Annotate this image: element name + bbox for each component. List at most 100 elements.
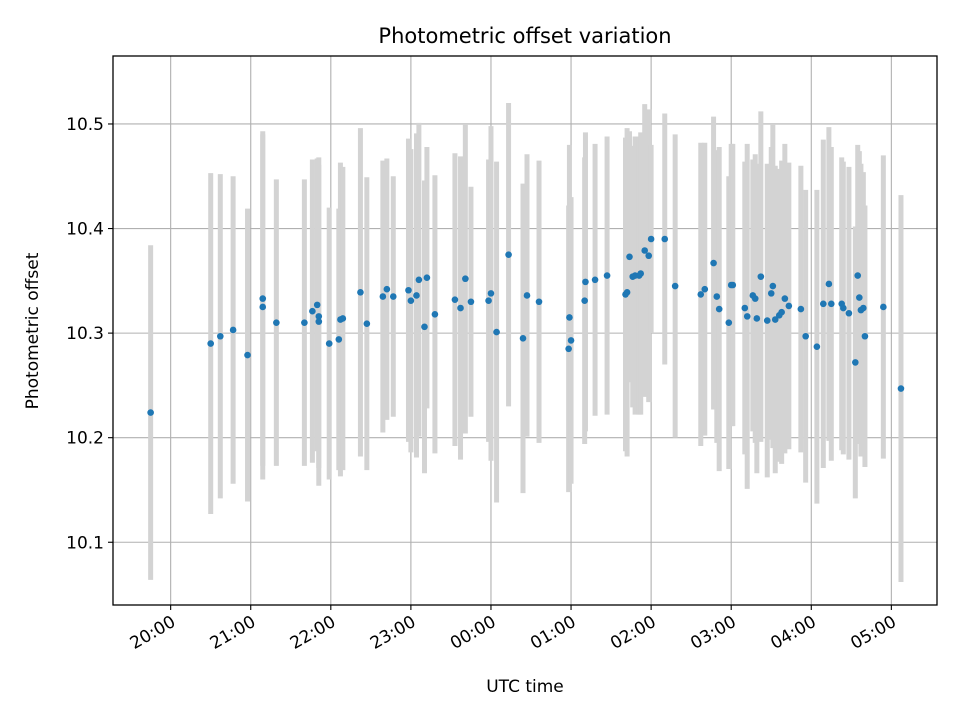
data-point [389, 293, 397, 300]
data-point [485, 297, 492, 304]
data-point [421, 323, 428, 331]
data-point [207, 340, 214, 347]
data-point [523, 292, 531, 299]
data-point [827, 300, 835, 308]
y-tick-label: 10.1 [66, 533, 104, 553]
y-tick-label: 10.5 [66, 115, 104, 135]
data-point [383, 285, 391, 293]
data-point [229, 326, 237, 334]
plot-frame [112, 55, 938, 606]
data-point [819, 300, 827, 308]
data-point [273, 319, 280, 326]
data-point [861, 332, 869, 340]
data-point [785, 302, 793, 310]
data-point [591, 276, 599, 284]
data-point [778, 308, 785, 316]
data-point [725, 319, 733, 326]
data-point [259, 303, 267, 311]
data-point [671, 282, 679, 290]
data-point [451, 296, 459, 303]
data-point [423, 274, 431, 281]
data-point [845, 309, 853, 317]
data-point [860, 304, 867, 312]
data-point [769, 282, 777, 290]
data-point [407, 297, 415, 304]
data-point [413, 292, 420, 299]
data-point [753, 315, 761, 322]
data-point [567, 337, 575, 344]
y-tick-label: 10.3 [66, 324, 104, 344]
data-point [813, 343, 821, 351]
data-point [467, 298, 475, 306]
data-point [462, 275, 469, 283]
data-point [854, 272, 862, 279]
data-point [487, 290, 495, 297]
data-point [710, 259, 717, 267]
data-point [379, 293, 387, 300]
data-point [880, 303, 887, 311]
data-point [505, 251, 512, 258]
data-point [852, 359, 859, 366]
data-point [313, 301, 321, 309]
data-point [797, 305, 805, 313]
data-point [897, 385, 905, 392]
data-point [493, 328, 500, 336]
data-point [309, 307, 316, 315]
data-point [637, 270, 645, 277]
data-point [147, 409, 154, 416]
data-point [771, 316, 779, 323]
data-point [743, 313, 751, 320]
data-point [757, 273, 765, 280]
data-point [315, 313, 323, 320]
data-point [661, 235, 669, 243]
data-point [315, 318, 323, 325]
data-point [301, 319, 308, 326]
data-point [856, 294, 863, 301]
chart-title: Photometric offset variation [378, 24, 671, 48]
x-axis-label: UTC time [486, 677, 564, 697]
data-point [697, 291, 705, 298]
data-point [431, 310, 439, 318]
data-point [457, 304, 464, 312]
data-point [582, 278, 589, 286]
data-point [767, 290, 775, 297]
data-point [335, 336, 343, 343]
data-point [713, 293, 721, 300]
y-tick-label: 10.2 [66, 429, 104, 449]
data-points [147, 235, 905, 416]
data-point [751, 295, 759, 302]
data-point [741, 304, 749, 312]
data-point [217, 332, 224, 340]
data-point [415, 276, 423, 284]
data-point [566, 314, 573, 321]
data-point [729, 281, 737, 289]
data-point [357, 289, 364, 296]
data-point [840, 304, 847, 312]
data-point [825, 280, 833, 288]
data-point [626, 253, 633, 261]
data-point [647, 235, 655, 243]
data-point [535, 298, 543, 306]
data-point [623, 289, 631, 296]
data-point [603, 272, 611, 279]
data-point [259, 295, 267, 302]
data-point [339, 315, 347, 322]
data-point [581, 297, 588, 304]
data-point [645, 252, 653, 260]
data-point [244, 351, 251, 359]
data-point [405, 286, 412, 294]
data-point [641, 247, 649, 254]
data-point [781, 295, 789, 302]
y-tick-label: 10.4 [66, 220, 104, 240]
data-point [763, 317, 771, 324]
data-point [565, 345, 572, 353]
data-point [519, 335, 527, 342]
y-axis-ticks: 10.1 10.2 10.3 10.4 10.5 [66, 115, 113, 553]
data-point [802, 332, 809, 340]
data-point [325, 340, 333, 347]
data-point [715, 305, 723, 313]
y-axis-label: Photometric offset [23, 252, 43, 409]
data-point [363, 320, 371, 328]
